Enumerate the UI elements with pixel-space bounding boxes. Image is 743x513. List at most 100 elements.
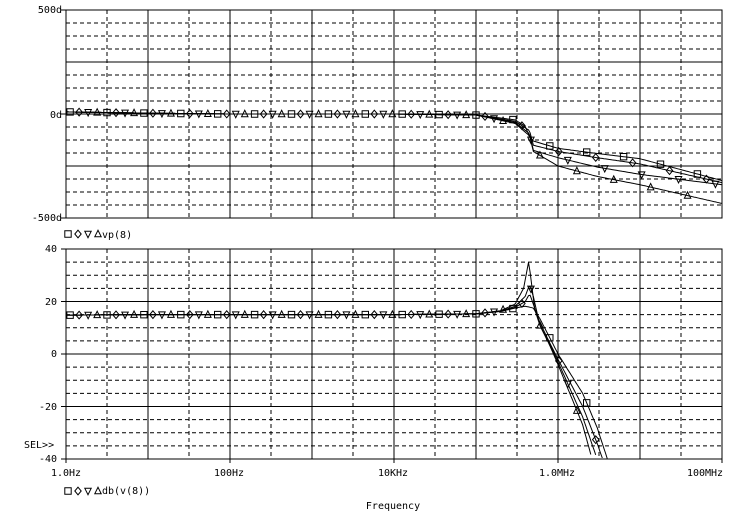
phase-marker-triangle-down — [563, 156, 572, 165]
phase-ytick-label-top: 500d — [38, 5, 62, 16]
phase-marker-triangle-down — [711, 180, 720, 189]
mag-marker-triangle-down — [157, 311, 166, 320]
mag-marker-square — [509, 304, 517, 313]
mag-marker-square — [287, 310, 296, 319]
phase-marker-diamond — [185, 109, 194, 119]
mag-marker-square — [583, 399, 591, 407]
mag-legend-triangle-up-marker — [93, 486, 103, 495]
selection-marker: SEL>> — [24, 440, 54, 451]
mag-marker-triangle-down — [194, 311, 203, 320]
phase-marker-triangle-up — [388, 109, 397, 118]
phase-marker-diamond — [628, 158, 637, 168]
phase-marker-square — [214, 110, 222, 118]
phase-marker-triangle-down — [157, 110, 166, 119]
phase-marker-diamond — [591, 152, 600, 163]
phase-legend-triangle-down-marker — [83, 230, 93, 239]
mag-marker-diamond — [370, 310, 379, 320]
phase-legend-label: vp(8) — [102, 230, 132, 241]
mag-legend-label: db(v(8)) — [102, 486, 150, 497]
phase-marker-square — [177, 109, 185, 118]
phase-marker-square — [619, 153, 628, 161]
phase-marker-square — [583, 148, 591, 156]
phase-marker-square — [398, 110, 406, 118]
phase-marker-triangle-up — [683, 190, 692, 199]
mag-marker-triangle-up — [166, 309, 175, 318]
phase-marker-diamond — [444, 110, 452, 120]
xtick-label-100mhz: 100MHz — [687, 468, 723, 479]
mag-marker-triangle-up — [240, 309, 249, 318]
mag-marker-triangle-down — [268, 311, 277, 320]
phase-marker-diamond — [407, 109, 416, 119]
phase-marker-square — [140, 109, 148, 117]
mag-marker-triangle-up — [388, 309, 397, 318]
mag-marker-square — [472, 310, 480, 318]
phase-marker-square — [324, 110, 333, 118]
phase-marker-triangle-up — [425, 109, 434, 118]
phase-panel: 500d 0d -500d — [32, 5, 723, 224]
mag-marker-triangle-up — [203, 309, 212, 318]
xtick-label-1hz: 1.0Hz — [51, 468, 81, 479]
mag-marker-triangle-up — [425, 309, 434, 318]
mag-marker-square — [361, 310, 369, 319]
mag-marker-triangle-down — [84, 311, 93, 320]
phase-marker-triangle-down — [121, 109, 130, 118]
mag-marker-square — [250, 310, 259, 319]
phase-marker-triangle-up — [130, 108, 139, 117]
phase-marker-triangle-down — [453, 111, 462, 120]
mag-marker-triangle-up — [314, 309, 323, 318]
phase-marker-triangle-up — [314, 109, 323, 118]
mag-ytick-label-neg20: -20 — [39, 402, 57, 413]
phase-marker-diamond — [75, 107, 83, 117]
mag-marker-square — [177, 310, 185, 319]
mag-marker-diamond — [112, 310, 120, 320]
phase-marker-diamond — [370, 109, 379, 119]
phase-marker-square — [546, 142, 554, 150]
mag-marker-diamond — [75, 310, 83, 320]
phase-ytick-label-bottom: -500d — [32, 213, 62, 224]
mag-marker-diamond — [149, 310, 157, 320]
mag-marker-triangle-up — [535, 320, 544, 329]
mag-marker-square — [398, 310, 406, 319]
mag-marker-square — [66, 311, 74, 319]
phase-legend-diamond-marker — [74, 229, 82, 239]
mag-legend-triangle-down-marker — [83, 487, 93, 496]
phase-marker-square — [287, 110, 296, 118]
phase-marker-triangle-up — [240, 109, 249, 118]
phase-marker-square — [693, 170, 702, 178]
mag-marker-triangle-down — [379, 311, 388, 320]
phase-marker-triangle-up — [351, 109, 360, 118]
mag-marker-diamond — [222, 310, 231, 320]
mag-marker-triangle-up — [130, 309, 139, 318]
phase-marker-diamond — [112, 108, 120, 118]
mag-marker-triangle-up — [277, 309, 286, 318]
xtick-label-10khz: 10KHz — [378, 468, 408, 479]
mag-marker-diamond — [333, 310, 342, 320]
mag-marker-square — [103, 311, 111, 319]
phase-marker-triangle-up — [93, 107, 102, 116]
mag-marker-diamond — [185, 310, 194, 320]
mag-legend-square-marker — [64, 487, 72, 495]
mag-marker-triangle-up — [93, 310, 102, 319]
phase-marker-diamond — [665, 166, 674, 176]
mag-marker-triangle-up — [572, 405, 581, 414]
phase-legend-triangle-up-marker — [93, 229, 103, 238]
magnitude-legend: db(v(8)) — [64, 486, 150, 497]
mag-marker-triangle-down — [453, 310, 462, 319]
x-axis-title: Frequency — [366, 501, 420, 512]
phase-marker-triangle-down — [637, 171, 646, 180]
phase-marker-triangle-up — [203, 108, 212, 117]
phase-marker-diamond — [296, 109, 305, 119]
phase-marker-triangle-down — [600, 165, 609, 174]
mag-ytick-label-40: 40 — [45, 244, 57, 255]
phase-marker-diamond — [149, 108, 157, 118]
mag-marker-triangle-down — [305, 311, 314, 320]
phase-marker-triangle-down — [526, 136, 535, 145]
mag-series-square — [66, 305, 608, 459]
mag-ytick-label-20: 20 — [45, 297, 57, 308]
phase-marker-square — [361, 110, 369, 118]
xtick-label-1mhz: 1.0MHz — [539, 468, 575, 479]
mag-marker-diamond — [591, 435, 600, 445]
mag-marker-square — [324, 310, 333, 319]
phase-marker-triangle-up — [646, 182, 655, 191]
